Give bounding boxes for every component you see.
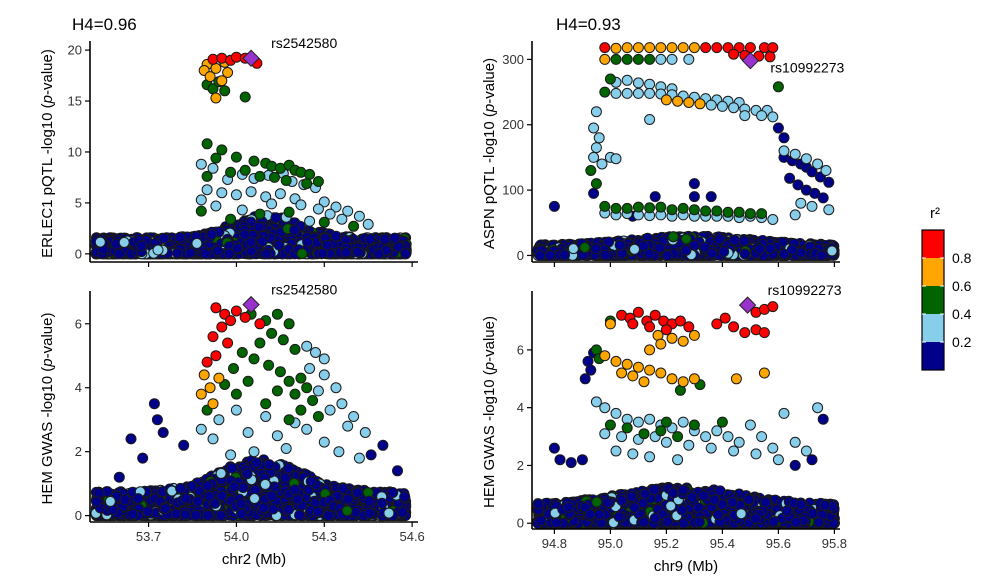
snp-point <box>195 158 207 170</box>
snp-point <box>195 194 207 206</box>
snp-point <box>239 91 251 103</box>
snp-point <box>280 175 292 186</box>
snp-point <box>274 188 286 200</box>
snp-point <box>304 215 316 227</box>
snp-point <box>210 92 222 104</box>
snp-point <box>336 213 348 225</box>
snp-point <box>113 248 125 260</box>
snp-point <box>206 229 217 240</box>
snp-point <box>296 248 308 260</box>
snp-point <box>269 171 280 183</box>
snp-point <box>312 176 324 187</box>
snp-point <box>254 170 266 182</box>
snp-point <box>248 155 260 167</box>
snp-point <box>261 248 273 260</box>
snp-point <box>301 178 313 190</box>
snp-point <box>254 208 266 220</box>
snp-point <box>312 203 324 215</box>
snp-point <box>364 233 376 245</box>
snp-point <box>200 248 211 260</box>
y-axis-label: ERLEC1 pQTL -log10 (p-value) <box>39 49 56 258</box>
snp-point <box>204 71 216 83</box>
snp-point <box>118 236 130 248</box>
snp-point <box>353 210 365 222</box>
snp-point <box>225 213 237 225</box>
y-tick-label: 20 <box>68 43 82 58</box>
snp-point <box>362 218 374 230</box>
snp-point <box>94 236 106 248</box>
snp-point <box>195 205 207 217</box>
snp-point <box>231 242 243 254</box>
snp-point <box>239 164 251 176</box>
snp-point <box>210 200 222 212</box>
snp-point <box>317 247 329 259</box>
snp-point <box>295 199 307 211</box>
snp-point <box>225 166 237 178</box>
snp-point <box>330 230 342 242</box>
panel-annotation: H4=0.93 <box>556 15 621 34</box>
y-tick-label: 0 <box>75 246 82 261</box>
snp-point <box>318 216 330 228</box>
y-tick-label: 10 <box>68 144 82 159</box>
snp-point <box>216 187 228 199</box>
snp-point <box>256 235 268 247</box>
snp-point <box>245 236 257 248</box>
y-tick-label: 5 <box>75 195 82 210</box>
snp-point <box>210 152 222 164</box>
snp-point <box>152 244 164 256</box>
snp-point <box>136 240 147 252</box>
panel-annotation: H4=0.96 <box>72 15 137 34</box>
snp-point <box>266 198 278 210</box>
snp-point <box>230 151 242 163</box>
snp-point <box>219 85 231 97</box>
snp-point <box>171 247 183 259</box>
lead-snp-label: rs2542580 <box>271 35 337 51</box>
snp-point <box>201 184 213 196</box>
snp-point <box>352 246 364 258</box>
panel-erlec1-pqtl: H4=0.96 0 5 10 15 20 ERLEC1 pQTL -log10 (p-v… <box>39 15 418 267</box>
snp-point <box>216 75 228 87</box>
snp-point <box>340 247 352 258</box>
scatter-points <box>90 51 412 260</box>
snp-point <box>201 138 213 150</box>
snp-point <box>245 245 257 257</box>
snp-point <box>273 239 285 251</box>
snp-point <box>304 168 316 180</box>
snp-point <box>201 170 213 182</box>
snp-point <box>379 233 391 245</box>
y-tick-label: 15 <box>68 94 82 109</box>
snp-point <box>270 212 282 224</box>
snp-point <box>174 231 186 243</box>
snp-point <box>184 247 196 259</box>
snp-point <box>245 186 257 198</box>
snp-point <box>212 245 224 257</box>
snp-point <box>389 232 401 244</box>
snp-point <box>283 206 295 218</box>
snp-point <box>230 189 242 201</box>
snp-point <box>289 224 301 236</box>
snp-point <box>373 248 385 260</box>
snp-point <box>348 220 360 232</box>
snp-point <box>236 204 248 216</box>
snp-point <box>400 248 412 259</box>
